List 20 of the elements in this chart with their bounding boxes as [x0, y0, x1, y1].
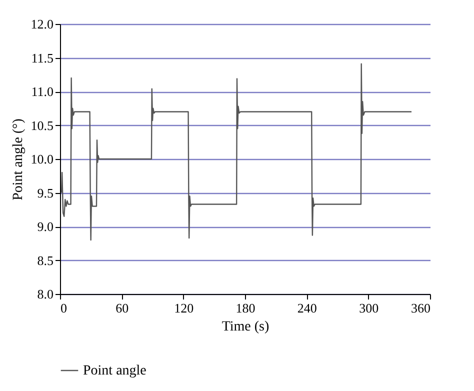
x-tick-label: 180 — [236, 300, 256, 316]
y-axis-title: Point angle (°) — [10, 118, 26, 200]
y-tick-label: 11.0 — [31, 84, 54, 99]
x-axis-title: Time (s) — [222, 320, 270, 334]
y-tick-label: 11.5 — [31, 50, 54, 66]
x-tick-label: 360 — [411, 300, 430, 316]
x-tick-label: 120 — [174, 300, 194, 316]
x-tick-label: 300 — [359, 300, 379, 316]
y-tick-label: 10.0 — [30, 152, 54, 166]
x-tick-label: 0 — [60, 300, 67, 316]
y-tick-label: 10.5 — [30, 118, 54, 133]
y-tick-label: 9.0 — [37, 219, 54, 234]
y-tick-label: 8.0 — [37, 286, 54, 302]
line-series — [60, 63, 412, 241]
y-tick-label: 9.5 — [37, 185, 54, 200]
x-tick-label: 60 — [116, 300, 129, 316]
legend-label: Point angle — [83, 364, 146, 378]
y-tick-label: 12.0 — [30, 16, 54, 32]
y-tick-label: 8.5 — [37, 252, 54, 268]
x-tick-label: 240 — [297, 300, 317, 316]
